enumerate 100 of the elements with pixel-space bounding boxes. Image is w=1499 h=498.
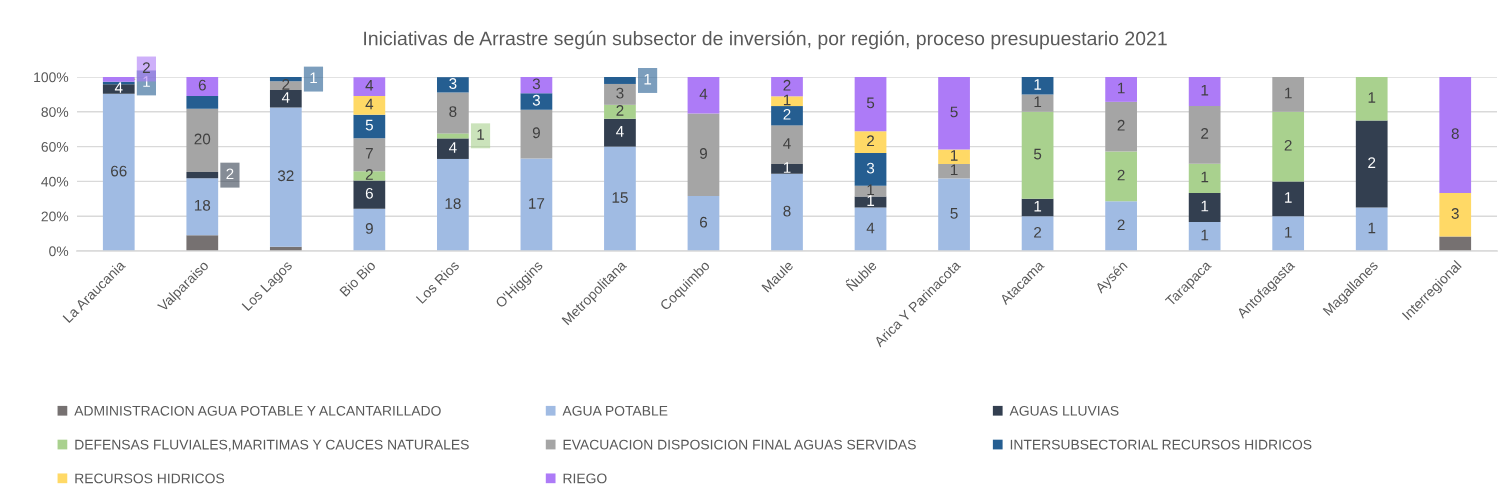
bar: [437, 158, 469, 251]
annotation: 6: [365, 187, 373, 199]
annotation: 1: [1201, 200, 1209, 212]
bar: [771, 125, 803, 164]
bar: [1272, 216, 1305, 251]
bar: [687, 77, 720, 114]
annotation: 1: [1118, 82, 1125, 94]
bar: [1188, 163, 1221, 193]
bar: [771, 164, 803, 174]
annotation: 2: [365, 169, 373, 180]
bar: [353, 208, 386, 251]
annotation: 2: [616, 105, 624, 116]
bar: [771, 106, 803, 126]
bar: [1355, 77, 1388, 121]
legend-label: ADMINISTRACION AGUA POTABLE Y ALCANTARILLADO: [74, 405, 441, 416]
bar: [353, 180, 386, 209]
bar: [938, 178, 970, 251]
bar: [1439, 236, 1472, 251]
legend-label: RECURSOS HIDRICOS: [75, 473, 225, 484]
bar: [771, 96, 803, 107]
annotation: 2: [783, 79, 791, 91]
bar: [604, 118, 636, 147]
annotation: 3: [1451, 208, 1459, 219]
bar: [353, 114, 386, 139]
annotation: 5: [950, 106, 958, 118]
annotation: 9: [699, 148, 707, 159]
annotation: 4: [365, 98, 374, 110]
annotation: 2: [783, 108, 791, 120]
bar: [353, 95, 386, 115]
bar: [604, 146, 636, 251]
bar: [186, 172, 219, 179]
bar: [687, 196, 720, 251]
legend-label: AGUAS LLUVIAS: [1009, 405, 1119, 416]
annotation: 4: [616, 126, 624, 137]
annotation: 1: [783, 162, 791, 173]
annotation: 32: [277, 170, 294, 182]
annotation: 2: [867, 135, 875, 147]
legend-label: INTERSUBSECTORIAL RECURSOS HIDRICOS: [1010, 439, 1312, 450]
annotation: 4: [448, 142, 457, 153]
annotation: 1: [1368, 92, 1376, 103]
bar: [520, 109, 553, 159]
bar: [854, 185, 887, 197]
bar: [1188, 105, 1221, 164]
y-tick-label: 60%: [41, 141, 69, 152]
bar: [1021, 94, 1054, 112]
annotation: 3: [449, 78, 457, 89]
annotation: 3: [616, 87, 624, 99]
annotation: 2: [1117, 119, 1125, 131]
annotation: 2: [1284, 139, 1292, 151]
bar: [1105, 77, 1137, 102]
bar: [186, 178, 219, 236]
bar: [186, 95, 219, 109]
annotation: 2: [226, 168, 234, 180]
annotation: 20: [194, 133, 211, 145]
annotation: 18: [194, 199, 211, 211]
annotation: 1: [1201, 229, 1209, 241]
annotation: 5: [950, 208, 958, 219]
annotation: 6: [700, 216, 708, 228]
annotation: 2: [1368, 157, 1376, 168]
y-tick-label: 0%: [49, 246, 69, 257]
legend-label: DEFENSAS FLUVIALES,MARITIMAS Y CAUCES NATURALES: [75, 439, 469, 452]
bar: [1105, 151, 1137, 202]
bar: [604, 83, 636, 105]
bar: [854, 207, 887, 251]
y-tick-label: 40%: [41, 176, 69, 187]
annotation: 2: [1201, 128, 1209, 139]
bar: [1272, 111, 1305, 182]
bar: [1105, 101, 1137, 152]
bar: [1355, 120, 1388, 208]
bar: [353, 77, 386, 96]
bar: [437, 77, 469, 93]
annotation: 1: [1034, 96, 1042, 108]
annotation: 1: [644, 73, 652, 85]
bar: [1188, 221, 1221, 251]
annotation: 9: [365, 223, 373, 234]
annotation: 3: [532, 78, 540, 90]
bar: [1272, 77, 1305, 112]
annotation: 5: [866, 97, 875, 109]
bar: [102, 93, 135, 251]
annotation: 9: [532, 127, 540, 139]
annotation: 18: [445, 198, 461, 209]
annotation: 1: [1201, 171, 1209, 183]
legend-label: EVACUACION DISPOSICION FINAL AGUAS SERVIDAS: [563, 439, 916, 450]
annotation: 4: [114, 82, 123, 93]
bar: [938, 77, 970, 150]
bar: [186, 77, 219, 96]
bar: [938, 164, 970, 179]
bar: [353, 171, 386, 181]
annotation: 1: [950, 150, 958, 161]
bar: [854, 77, 887, 132]
annotation: 15: [612, 192, 628, 203]
bar: [437, 92, 469, 134]
annotation: 1: [1285, 192, 1292, 203]
annotation: 8: [449, 106, 457, 117]
annotation: 1: [310, 72, 317, 84]
bar: [437, 133, 469, 139]
bar: [520, 158, 553, 251]
annotation: 1: [783, 94, 791, 106]
annotation: 1: [1201, 84, 1209, 96]
bar: [1355, 207, 1388, 251]
